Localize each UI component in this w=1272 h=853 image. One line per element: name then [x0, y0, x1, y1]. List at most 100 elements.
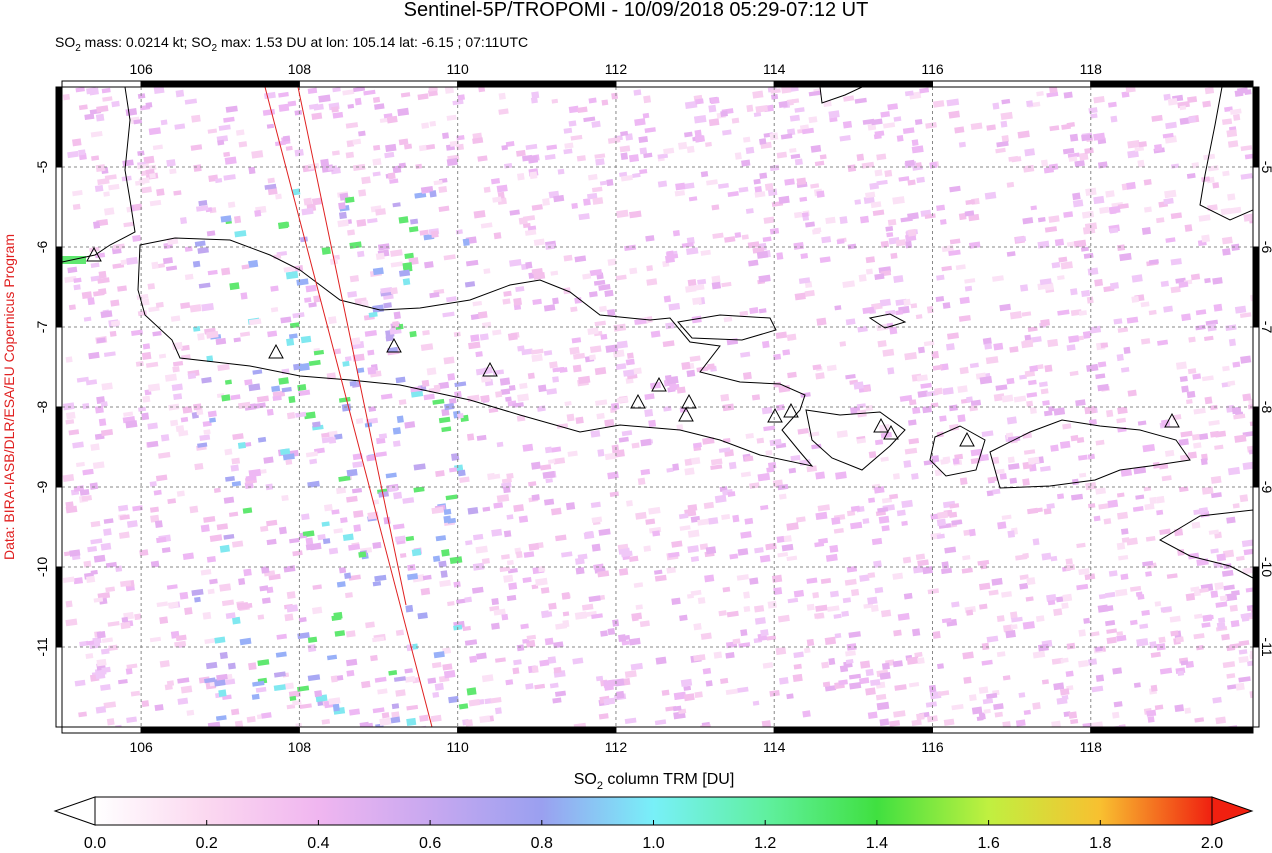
so2-pixel: [172, 366, 180, 373]
so2-pixel: [711, 204, 720, 211]
so2-pixel: [238, 141, 248, 148]
coastline: [1199, 87, 1253, 221]
so2-pixel: [946, 332, 960, 340]
so2-pixel: [239, 637, 252, 646]
so2-pixel: [1181, 385, 1189, 393]
so2-pixel: [438, 416, 451, 424]
so2-pixel: [591, 186, 603, 193]
so2-pixel: [789, 147, 797, 153]
so2-pixel: [957, 414, 966, 423]
so2-pixel: [964, 278, 976, 284]
so2-pixel: [965, 609, 974, 616]
so2-pixel: [949, 238, 961, 245]
so2-pixel: [342, 360, 350, 367]
so2-pixel: [970, 122, 983, 131]
so2-pixel: [231, 616, 241, 625]
so2-pixel: [533, 238, 545, 246]
swath-edges: [264, 87, 433, 727]
so2-pixel: [531, 665, 539, 674]
so2-pixel: [1089, 325, 1102, 334]
so2-pixel: [1093, 195, 1105, 205]
so2-pixel: [1196, 645, 1204, 651]
so2-pixel: [903, 592, 913, 600]
so2-pixel: [965, 199, 976, 205]
so2-pixel: [484, 698, 492, 705]
so2-pixel: [406, 704, 419, 711]
so2-pixel: [1068, 335, 1080, 343]
so2-pixel: [154, 520, 163, 529]
so2-pixel: [174, 123, 186, 130]
so2-pixel: [427, 677, 437, 684]
so2-pixel: [687, 278, 697, 287]
so2-pixel: [254, 209, 262, 217]
so2-pixel: [275, 651, 287, 658]
so2-pixel: [173, 393, 183, 400]
so2-pixel: [1059, 440, 1071, 449]
so2-pixel: [1159, 528, 1171, 535]
so2-pixel: [189, 505, 199, 514]
so2-pixel: [847, 164, 857, 172]
so2-pixel: [1094, 646, 1103, 652]
so2-pixel: [281, 494, 289, 502]
so2-pixel: [1235, 682, 1245, 691]
so2-pixel: [231, 540, 244, 548]
so2-pixel: [1046, 91, 1059, 98]
so2-pixel: [922, 405, 932, 414]
so2-pixel: [1228, 206, 1242, 215]
so2-pixel: [150, 560, 160, 568]
so2-pixel: [1116, 634, 1127, 642]
so2-pixel: [100, 401, 108, 407]
so2-pixel: [131, 329, 143, 337]
so2-pixel: [194, 462, 204, 471]
x-tick-label-bottom: 106: [129, 739, 153, 755]
so2-pixel: [172, 360, 184, 367]
so2-pixel: [506, 594, 517, 602]
so2-pixel: [686, 145, 695, 154]
so2-pixel: [233, 337, 241, 343]
so2-pixel: [955, 264, 966, 271]
so2-pixel: [1227, 466, 1241, 476]
so2-pixel: [431, 661, 442, 669]
so2-pixel: [194, 240, 206, 247]
so2-pixel: [1037, 217, 1046, 223]
so2-pixel: [606, 308, 616, 317]
frame-segment: [1252, 406, 1260, 488]
so2-pixel: [529, 171, 538, 180]
so2-pixel: [331, 509, 340, 515]
so2-pixel: [588, 595, 601, 603]
so2-pixel: [551, 98, 559, 104]
so2-pixel: [685, 285, 697, 293]
so2-pixel: [769, 438, 782, 447]
coastline: [805, 409, 906, 471]
so2-pixel: [1079, 472, 1087, 478]
so2-pixel: [820, 578, 832, 585]
so2-pixel: [1192, 373, 1202, 380]
so2-pixel: [522, 443, 534, 452]
so2-pixel: [693, 115, 707, 124]
so2-pixel: [814, 541, 825, 548]
so2-pixel: [633, 582, 644, 588]
so2-pixel: [844, 578, 857, 586]
so2-pixel: [862, 306, 875, 315]
so2-pixel: [635, 511, 647, 520]
so2-pixel: [859, 215, 870, 224]
so2-pixel: [107, 620, 120, 627]
so2-pixel: [892, 196, 905, 205]
so2-pixel: [117, 504, 129, 512]
so2-pixel: [432, 555, 441, 562]
so2-pixel: [365, 621, 375, 629]
so2-pixel: [1117, 244, 1126, 251]
so2-pixel: [1005, 630, 1016, 639]
so2-pixel: [152, 144, 163, 151]
so2-pixel: [850, 505, 861, 512]
so2-pixel: [986, 124, 996, 131]
frame-segment: [298, 80, 459, 88]
so2-pixel: [298, 617, 307, 623]
so2-pixel: [949, 185, 961, 193]
so2-pixel: [948, 110, 960, 119]
x-tick-label-bottom: 108: [288, 739, 312, 755]
so2-pixel: [141, 700, 150, 708]
so2-pixel: [845, 318, 856, 326]
so2-pixel: [1173, 528, 1184, 537]
